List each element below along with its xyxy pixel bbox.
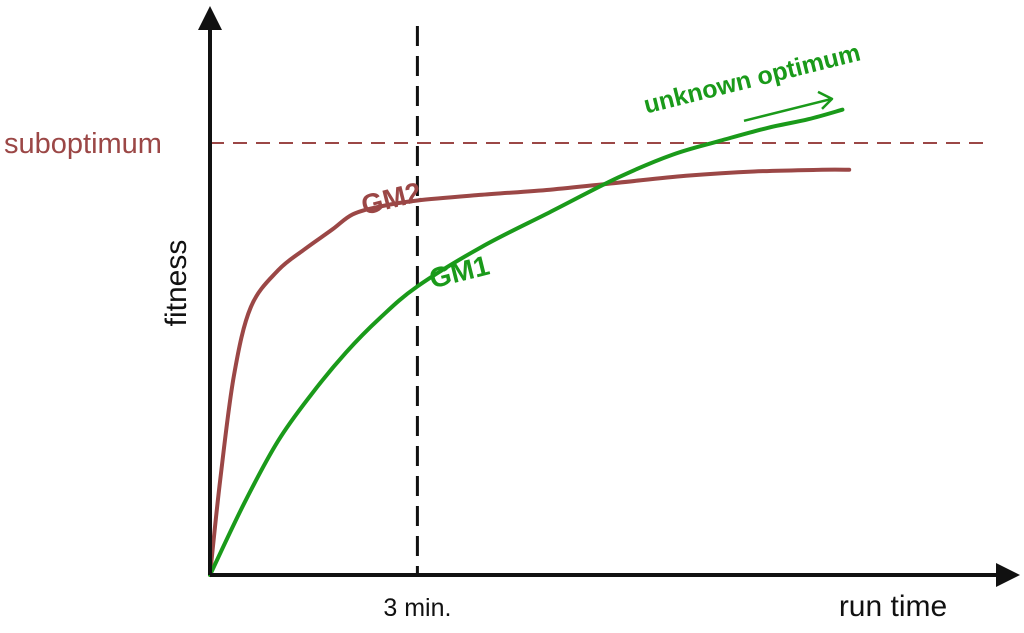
series-label-gm2: GM2 xyxy=(358,176,424,221)
x-axis-arrowhead xyxy=(996,563,1020,587)
y-axis-label: fitness xyxy=(160,240,193,327)
series-line-gm1 xyxy=(208,107,845,577)
x-tick-label: 3 min. xyxy=(383,594,451,622)
x-axis-label: run time xyxy=(839,590,947,623)
unknown-optimum-arrowhead xyxy=(817,90,834,110)
series-line-gm2 xyxy=(208,167,852,577)
y-axis-arrowhead xyxy=(198,6,222,30)
unknown-optimum-label: unknown optimum xyxy=(641,39,863,120)
unknown-optimum-arrow xyxy=(743,97,833,123)
suboptimum-label: suboptimum xyxy=(4,128,162,160)
series-label-gm1: GM1 xyxy=(426,250,492,295)
